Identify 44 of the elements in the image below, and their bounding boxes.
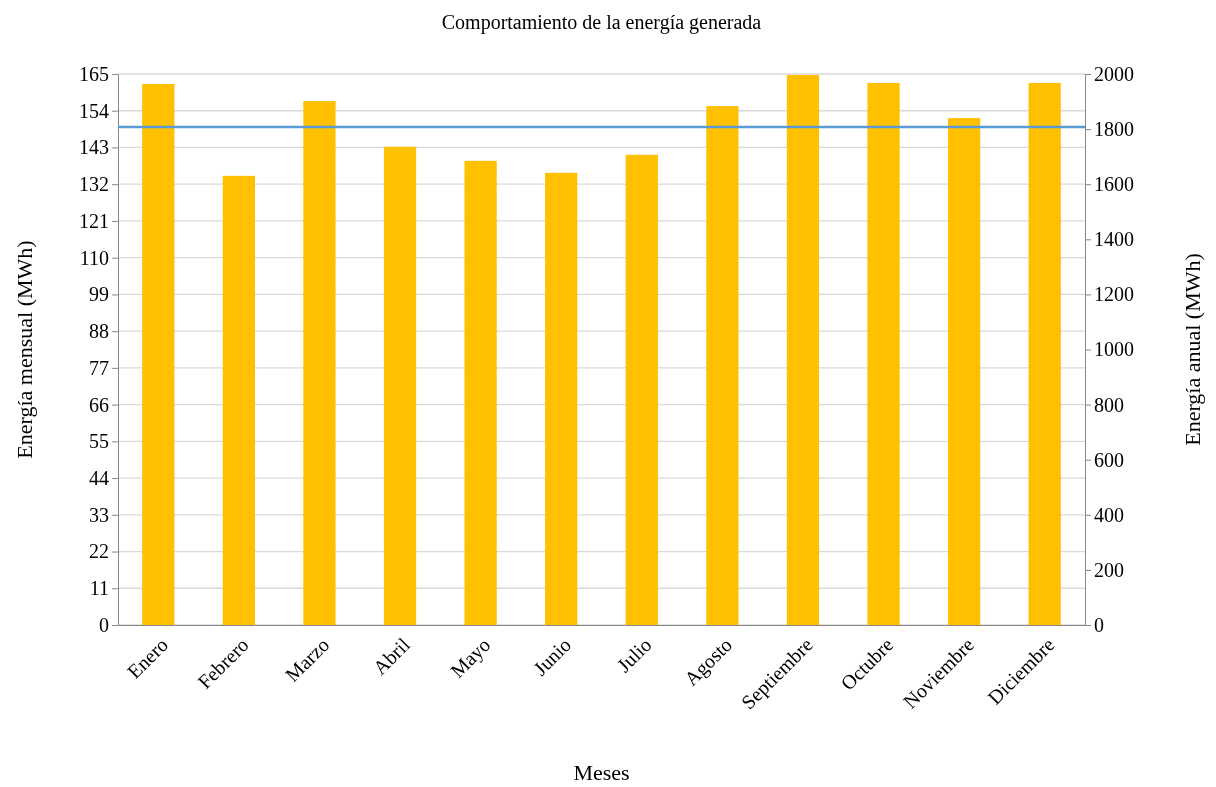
y-tick-label: 121 — [79, 209, 109, 232]
y2-tick-label: 1800 — [1094, 118, 1134, 140]
y2-axis-title: Energía anual (MWh) — [1180, 253, 1205, 446]
y-tick-label: 11 — [89, 577, 109, 600]
y-tick-label: 44 — [89, 466, 109, 489]
y-tick-label: 143 — [79, 136, 109, 159]
y2-tick-label: 600 — [1094, 448, 1124, 471]
y-tick-label: 88 — [89, 320, 109, 343]
y2-tick-label: 1600 — [1094, 173, 1134, 196]
bar — [786, 75, 820, 625]
y-tick-label: 110 — [79, 246, 109, 269]
y2-tick-label: 1000 — [1094, 338, 1134, 361]
y2-tick-label: 400 — [1094, 503, 1124, 526]
y2-tick-label: 1200 — [1094, 283, 1134, 306]
y2-tick-label: 0 — [1094, 613, 1104, 636]
y-tick-label: 77 — [89, 356, 109, 379]
y-tick-label: 66 — [89, 393, 109, 416]
x-axis-title: Meses — [573, 760, 630, 785]
x-tick-label: Julio — [612, 633, 656, 677]
bar — [948, 118, 981, 625]
chart-title: Comportamiento de la energía generada — [441, 11, 762, 34]
y2-tick-label: 2000 — [1094, 62, 1134, 85]
bar — [383, 146, 417, 625]
y-tick-label: 0 — [99, 613, 109, 636]
y-tick-label: 99 — [89, 283, 109, 306]
y-tick-label: 132 — [79, 173, 109, 196]
y-tick-label: 154 — [79, 99, 109, 122]
y-tick-label: 33 — [89, 503, 109, 526]
y2-tick-label: 200 — [1094, 558, 1124, 581]
bar — [222, 175, 255, 625]
y-tick-label: 22 — [89, 540, 109, 563]
bar — [706, 106, 739, 625]
bar — [303, 101, 336, 625]
bar — [545, 172, 578, 625]
bar — [867, 83, 900, 625]
y-axis-title: Energía mensual (MWh) — [12, 240, 37, 459]
bar — [464, 160, 497, 625]
bar — [142, 84, 175, 625]
bar — [1028, 83, 1061, 625]
bar — [625, 154, 658, 625]
y2-tick-label: 800 — [1094, 393, 1124, 416]
y2-tick-label: 1400 — [1094, 228, 1134, 251]
y-tick-label: 55 — [89, 430, 109, 453]
y-tick-label: 165 — [79, 62, 109, 85]
